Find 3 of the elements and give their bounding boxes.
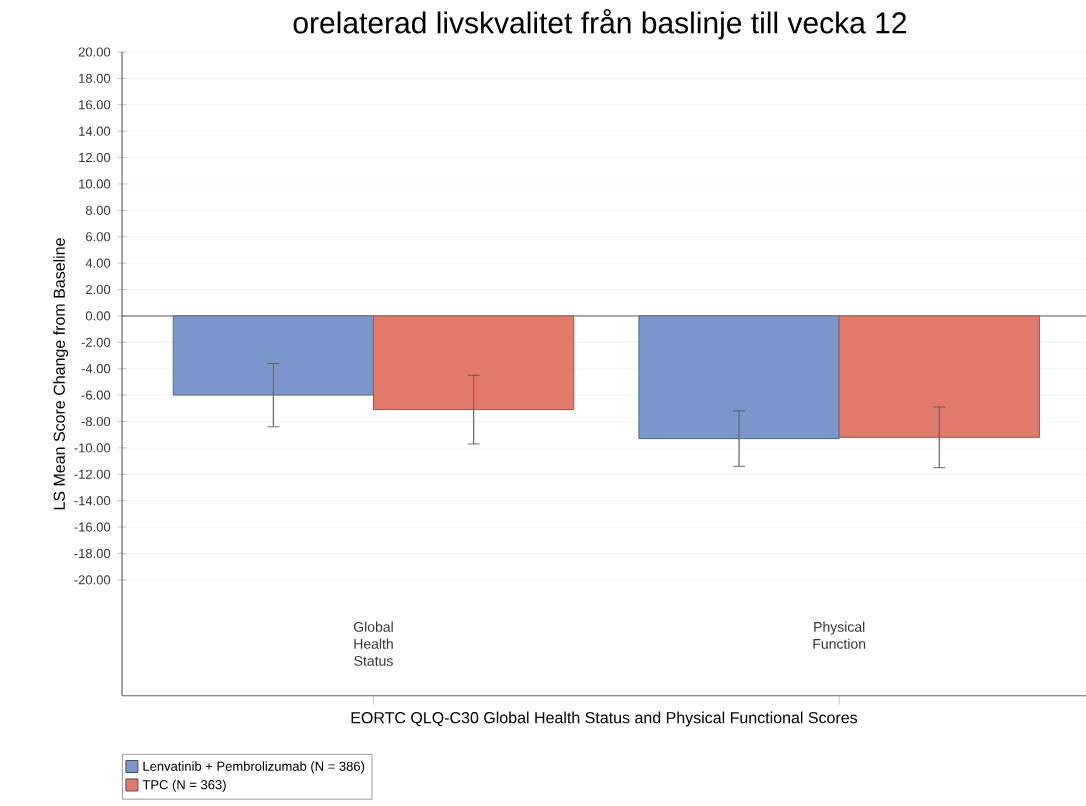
x-axis-title: EORTC QLQ-C30 Global Health Status and Physical Functional Scores — [351, 711, 858, 727]
y-axis-title: LS Mean Score Change from Baseline — [53, 238, 69, 510]
chart-title: orelaterad livskvalitet från baslinje till vecka 12 — [293, 9, 906, 40]
